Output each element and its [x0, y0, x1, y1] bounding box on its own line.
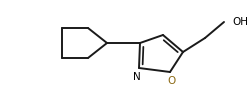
Text: OH: OH: [232, 17, 248, 27]
Text: O: O: [167, 76, 175, 86]
Text: N: N: [133, 72, 141, 82]
